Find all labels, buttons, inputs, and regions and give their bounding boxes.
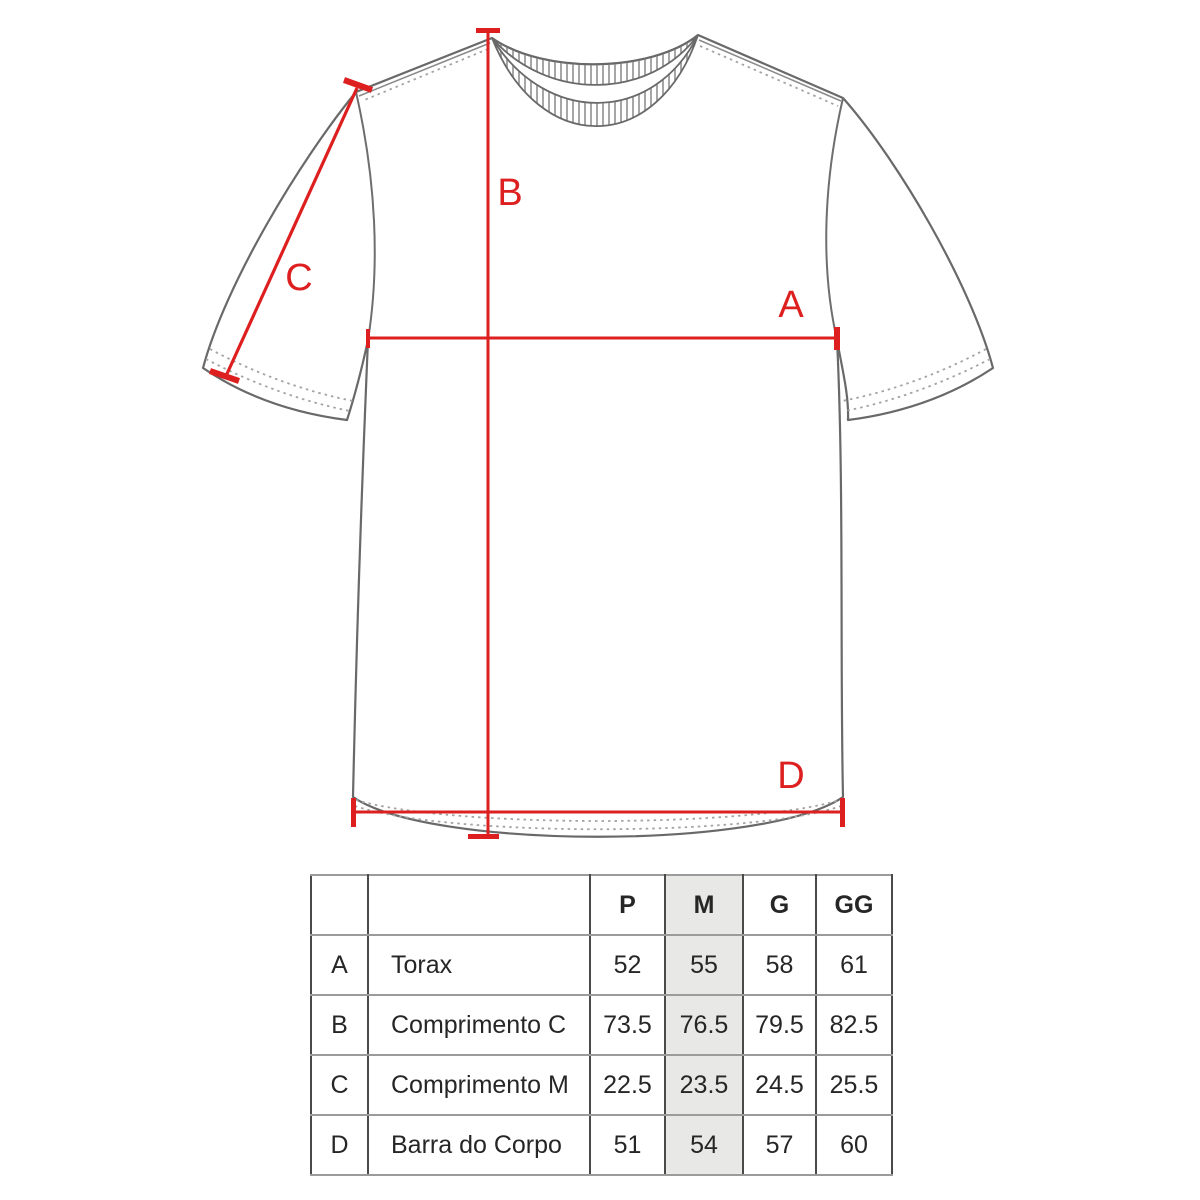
bottom-hem-stitch-1 [355,799,841,822]
table-row-d: D Barra do Corpo 51 54 57 60 [310,1114,893,1176]
cell-a-gg: 61 [815,934,893,996]
row-letter: A [310,934,369,996]
cell-d-p: 51 [589,1114,666,1176]
cell-c-g: 24.5 [742,1054,817,1116]
row-letter: B [310,994,369,1056]
armhole-right [825,97,844,341]
label-c: C [285,257,312,299]
tick-b-bottom [468,834,499,839]
tshirt-diagram: A B C D [201,28,995,839]
shoulder-stitch-right [699,45,839,107]
row-name: Comprimento C [367,994,591,1056]
sleeve-hem-stitch-left-2 [209,348,354,402]
cell-d-gg: 60 [815,1114,893,1176]
tick-c-bottom [209,368,240,384]
size-table-header-row: P M G GG [310,874,893,936]
size-table: P M G GG A Torax 52 55 58 61 B Comprimen… [310,874,893,1176]
table-row-b: B Comprimento C 73.5 76.5 79.5 82.5 [310,994,893,1056]
shoulder-seam-left [358,42,491,97]
cell-b-p: 73.5 [589,994,666,1056]
cell-c-m: 23.5 [664,1054,744,1116]
col-header-p: P [589,874,666,936]
tick-a-right [834,327,840,350]
row-letter: D [310,1114,369,1176]
row-name: Barra do Corpo [367,1114,591,1176]
col-header-m: M [664,874,744,936]
cell-c-gg: 25.5 [815,1054,893,1116]
sleeve-hem-stitch-left [205,358,351,412]
cell-b-m: 76.5 [664,994,744,1056]
armhole-left [355,91,376,341]
label-a: A [778,284,804,326]
tick-b-top [476,28,500,33]
tshirt-silhouette [201,33,995,838]
cell-a-p: 52 [589,934,666,996]
shoulder-seam-right [698,39,842,102]
col-header-gg: GG [815,874,893,936]
tick-d-right [840,798,845,827]
cell-a-m: 55 [664,934,744,996]
tick-d-left [351,798,356,827]
measurement-line-b: B [468,28,523,839]
measurement-line-a: A [366,284,840,350]
row-letter: C [310,1054,369,1116]
row-name: Comprimento M [367,1054,591,1116]
table-row-c: C Comprimento M 22.5 23.5 24.5 25.5 [310,1054,893,1116]
corner-name-cell [367,874,591,936]
sleeve-hem-stitch-right-2 [841,348,987,402]
label-b: B [497,172,522,214]
col-header-g: G [742,874,817,936]
row-name: Torax [367,934,591,996]
tick-c-top [342,77,374,93]
measurement-line-c: C [209,77,374,384]
cell-d-m: 54 [664,1114,744,1176]
label-d: D [777,755,804,797]
collar-front-band [491,34,699,128]
measurement-line-d: D [351,755,845,827]
tick-a-left [366,329,370,348]
table-row-a: A Torax 52 55 58 61 [310,934,893,996]
cell-a-g: 58 [742,934,817,996]
cell-b-gg: 82.5 [815,994,893,1056]
corner-letter-cell [310,874,369,936]
sleeve-hem-stitch-right [844,358,991,412]
cell-c-p: 22.5 [589,1054,666,1116]
cell-d-g: 57 [742,1114,817,1176]
cell-b-g: 79.5 [742,994,817,1056]
